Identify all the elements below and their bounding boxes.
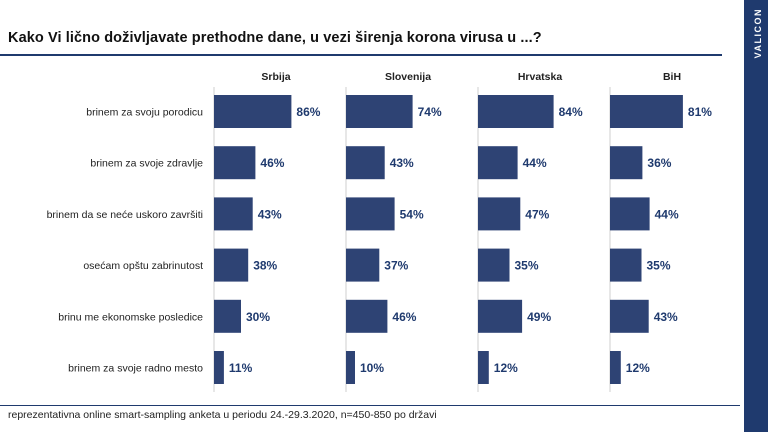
value-label: 35%	[647, 259, 671, 273]
value-label: 54%	[400, 207, 424, 221]
chart-area: brinem za svoju porodicu brinem za svoje …	[47, 71, 712, 392]
bar	[214, 351, 224, 384]
value-label: 38%	[253, 259, 277, 273]
bar	[346, 146, 385, 180]
value-label: 36%	[647, 156, 671, 170]
value-label: 46%	[392, 310, 416, 324]
bar	[346, 248, 380, 282]
bar	[478, 95, 554, 128]
bar	[478, 197, 521, 231]
series-header: Hrvatska	[518, 71, 563, 83]
series-header: BiH	[663, 71, 681, 83]
value-label: 11%	[229, 361, 253, 375]
value-label: 43%	[390, 156, 414, 170]
category-label: brinem za svoje zdravlje	[90, 158, 203, 170]
value-label: 12%	[626, 361, 650, 375]
series-header: Srbija	[261, 71, 290, 83]
title-divider	[0, 54, 722, 56]
bar	[214, 146, 256, 180]
value-label: 30%	[246, 310, 270, 324]
series-header: Slovenija	[385, 71, 431, 83]
bar	[346, 351, 355, 384]
value-label: 37%	[384, 259, 408, 273]
value-label: 10%	[360, 361, 384, 375]
bar	[478, 351, 489, 384]
value-label: 47%	[525, 207, 549, 221]
bar	[610, 95, 683, 128]
value-label: 44%	[655, 207, 679, 221]
footer-note: reprezentativna online smart-sampling an…	[8, 409, 437, 421]
value-label: 12%	[494, 361, 518, 375]
category-label: osećam opštu zabrinutost	[83, 260, 203, 272]
bar	[214, 248, 249, 282]
brand-logo: VALICON	[753, 8, 763, 59]
value-label: 43%	[654, 310, 678, 324]
value-label: 35%	[515, 259, 539, 273]
footer-divider	[0, 405, 740, 406]
brand-band: VALICON	[744, 0, 768, 432]
bar	[346, 299, 388, 333]
bar	[478, 248, 510, 282]
bar	[610, 351, 621, 384]
value-label: 86%	[296, 105, 320, 119]
bar	[610, 146, 643, 180]
value-label: 43%	[258, 207, 282, 221]
value-label: 74%	[418, 105, 442, 119]
value-label: 84%	[559, 105, 583, 119]
value-label: 81%	[688, 105, 712, 119]
value-label: 46%	[260, 156, 284, 170]
bar	[214, 197, 253, 231]
bar	[214, 299, 241, 333]
category-label: brinem za svoju porodicu	[86, 107, 203, 119]
bar	[346, 197, 395, 231]
bar	[478, 299, 523, 333]
bar	[478, 146, 518, 180]
bar	[610, 299, 649, 333]
value-label: 44%	[523, 156, 547, 170]
category-label: brinem za svoje radno mesto	[68, 363, 203, 375]
value-label: 49%	[527, 310, 551, 324]
bar	[610, 197, 650, 231]
bar	[214, 95, 292, 128]
chart-title: Kako Vi lično doživljavate prethodne dan…	[8, 30, 542, 46]
category-label: brinu me ekonomske posledice	[58, 311, 203, 323]
bar	[346, 95, 413, 128]
category-label: brinem da se neće uskoro završiti	[47, 209, 203, 221]
bar	[610, 248, 642, 282]
